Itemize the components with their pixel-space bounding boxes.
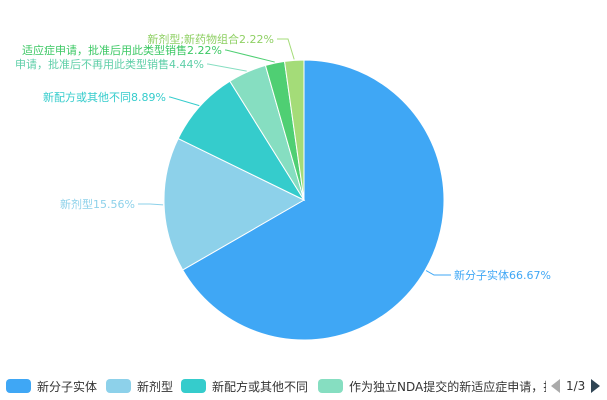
pie-label-0: 新分子实体66.67% [454,268,551,282]
pie-label-line-3 [207,63,247,72]
legend-prev-page-icon[interactable] [551,379,560,393]
legend-page-indicator: 1/3 [566,379,586,393]
pie-label-1: 新剂型15.56% [60,197,135,211]
legend-item-new-molecular-entity[interactable]: 新分子实体 [6,378,97,394]
pie-labels: 新分子实体66.67% 新剂型15.56% 新配方或其他不同8.89% 申请，批准后不… [15,32,551,282]
pie-label-line-2 [169,96,200,107]
legend-pager: 1/3 [551,378,601,394]
legend-item-new-dosage-form[interactable]: 新剂型 [106,378,173,394]
pie-label-4: 适应症申请，批准后用此类型销售2.22% [22,43,222,57]
legend-label: 新剂型 [137,379,174,394]
pie-slices [163,59,445,341]
legend-swatch [181,379,206,393]
pie-slice-0[interactable] [182,59,445,341]
chart-legend: 新分子实体 新剂型 新配方或其他不同 作为独立NDA提交的新适应症申请，批准后不… [0,372,607,400]
pie-label-lines [138,38,451,276]
legend-swatch [318,379,343,393]
legend-label: 作为独立NDA提交的新适应症申请，批准后不再用此类型销售 [349,379,546,394]
pie-label-line-5 [277,38,295,60]
pie-slice-1[interactable] [163,137,306,271]
legend-item-new-formulation[interactable]: 新配方或其他不同 [181,378,308,394]
pie-label-2: 新配方或其他不同8.89% [43,90,166,104]
legend-swatch [6,379,31,393]
legend-label: 新配方或其他不同 [212,379,309,394]
legend-swatch [106,379,131,393]
legend-clip: 作为独立NDA提交的新适应症申请，批准后不再用此类型销售 [318,372,546,400]
pie-label-line-0 [425,270,451,276]
pie-label-3: 申请，批准后不再用此类型销售4.44% [15,57,204,71]
legend-label: 新分子实体 [37,379,98,394]
legend-item-new-indication-nda[interactable]: 作为独立NDA提交的新适应症申请，批准后不再用此类型销售 [318,378,546,394]
pie-slice-5[interactable] [283,59,305,201]
pie-label-5: 新剂型;新药物组合2.22% [147,32,274,46]
pie-label-line-1 [138,203,164,206]
pie-label-line-4 [225,49,275,63]
legend-next-page-icon[interactable] [591,379,601,393]
